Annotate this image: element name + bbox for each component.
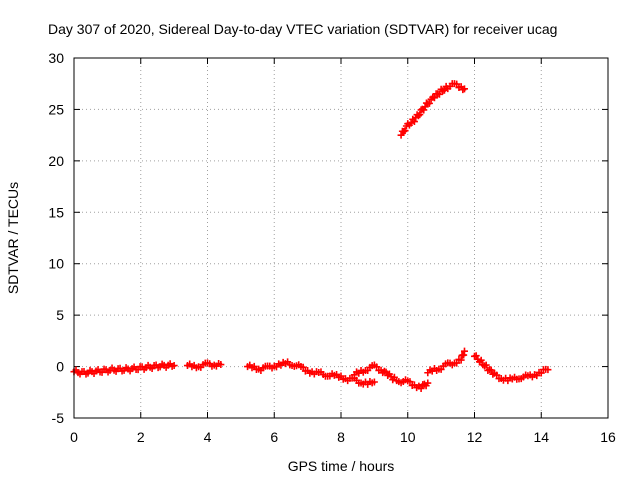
- data-point: [217, 361, 225, 369]
- series-segment-7: [471, 352, 552, 385]
- data-point: [425, 99, 433, 107]
- data-point: [414, 112, 422, 120]
- data-points: [70, 80, 552, 392]
- data-point: [406, 378, 414, 386]
- y-tick-label: 20: [48, 153, 64, 169]
- data-point: [373, 363, 381, 371]
- x-tick-label: 10: [400, 429, 416, 445]
- data-point: [487, 366, 495, 374]
- y-tick-label: 30: [48, 50, 64, 66]
- series-segment-5: [424, 347, 468, 377]
- data-point: [472, 352, 480, 360]
- x-tick-label: 12: [467, 429, 483, 445]
- data-point: [299, 363, 307, 371]
- y-tick-label: 25: [48, 101, 64, 117]
- data-point: [417, 384, 425, 392]
- chart-title: Day 307 of 2020, Sidereal Day-to-day VTE…: [48, 21, 557, 37]
- x-tick-label: 8: [337, 429, 345, 445]
- data-point: [424, 379, 432, 387]
- data-point: [430, 94, 438, 102]
- data-point: [370, 378, 378, 386]
- data-point: [460, 351, 468, 359]
- data-point: [435, 90, 443, 98]
- series-segment-4: [350, 361, 432, 392]
- y-tick-label: 10: [48, 256, 64, 272]
- series-segment-2: [183, 359, 225, 372]
- x-tick-label: 4: [204, 429, 212, 445]
- y-tick-label: 0: [56, 359, 64, 375]
- series-segment-1: [70, 360, 178, 378]
- data-point: [397, 131, 405, 139]
- data-point: [400, 128, 408, 136]
- y-tick-label: 15: [48, 204, 64, 220]
- data-point: [416, 111, 424, 119]
- data-point: [410, 118, 418, 126]
- data-point: [460, 347, 468, 355]
- data-point: [460, 85, 468, 93]
- data-point: [482, 361, 490, 369]
- data-point: [493, 371, 501, 379]
- data-point: [170, 362, 178, 370]
- grid: [74, 58, 608, 418]
- x-tick-label: 16: [600, 429, 616, 445]
- data-point: [453, 359, 461, 367]
- y-tick-label: -5: [52, 410, 65, 426]
- x-tick-label: 14: [533, 429, 549, 445]
- data-point: [544, 366, 552, 374]
- data-point: [477, 356, 485, 364]
- x-tick-label: 6: [270, 429, 278, 445]
- x-tick-label: 0: [70, 429, 78, 445]
- y-tick-label: 5: [56, 307, 64, 323]
- data-point: [457, 356, 465, 364]
- x-axis-label: GPS time / hours: [288, 458, 395, 474]
- data-point: [401, 127, 409, 135]
- y-axis-label: SDTVAR / TECUs: [5, 182, 21, 294]
- series-segment-3: [244, 358, 378, 388]
- plot-frame: [73, 57, 609, 419]
- x-tick-label: 2: [137, 429, 145, 445]
- series-segment-6: [397, 80, 468, 139]
